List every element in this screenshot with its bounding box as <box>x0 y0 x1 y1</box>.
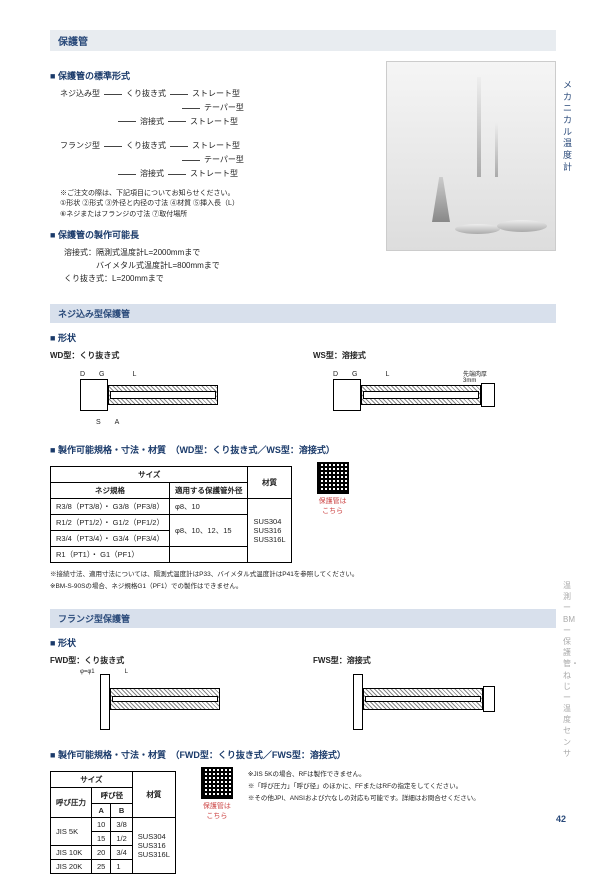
bar-screw-type: ネジ込み型保護管 <box>50 304 556 323</box>
tree-root-screw: ネジ込み型 <box>60 88 100 101</box>
td: 20 <box>92 845 111 859</box>
diagram-label-fws: FWS型：溶接式 <box>313 655 556 666</box>
td: φ8、10、12、15 <box>169 514 248 546</box>
tree-branch-drill: くり抜き式 <box>126 140 166 153</box>
heading-spec-table-2: 製作可能規格・寸法・材質 （FWD型：くり抜き式／FWS型：溶接式） <box>50 748 556 761</box>
list-item: バイメタル式温度計L=800mmまで <box>64 260 376 273</box>
table-note: ※BM-S-90Sの場合、ネジ規格G1（PF1）での製作はできません。 <box>50 582 556 591</box>
td: 10 <box>92 817 111 831</box>
side-tab-label: メカニカル温度計 <box>563 80 574 174</box>
qr-block-1: 保護管は こちら <box>317 462 349 516</box>
qr-block-2: 保護管は こちら <box>201 767 233 821</box>
th-a: A <box>92 803 111 817</box>
tree-leaf-straight: ストレート型 <box>190 116 238 129</box>
th-material: 材質 <box>132 771 175 817</box>
heading-shape-1: 形状 <box>50 331 556 344</box>
heading-max-length: 保護管の製作可能長 <box>50 228 376 241</box>
qr-code-icon <box>317 462 349 494</box>
td: 25 <box>92 859 111 873</box>
td: R1（PT1）・ G1（PF1） <box>51 546 170 562</box>
page-title: 保護管 <box>50 30 556 51</box>
th-thread: ネジ規格 <box>51 482 170 498</box>
td: R3/8（PT3/8）・ G3/8（PF3/8） <box>51 498 170 514</box>
td: JIS 20K <box>51 859 92 873</box>
tree-leaf-straight: ストレート型 <box>192 140 240 153</box>
diagram-label-ws: WS型：溶接式 <box>313 350 556 361</box>
th-od: 適用する保護管外径 <box>169 482 248 498</box>
table-note: ※「呼び圧力」「呼び径」のほかに、FFまたはRFの指定をしてください。 <box>248 782 480 791</box>
table-note: ※接続寸法、適用寸法については、隔測式温度計はP33、バイメタル式温度計はP41… <box>50 570 556 579</box>
td: 3/4 <box>111 845 132 859</box>
td: R1/2（PT1/2）・ G1/2（PF1/2） <box>51 514 170 530</box>
qr-caption: 保護管は こちら <box>317 496 349 516</box>
bar-flange-type: フランジ型保護管 <box>50 609 556 628</box>
tree-branch-weld: 溶接式 <box>140 116 164 129</box>
product-photo <box>386 61 556 251</box>
td: JIS 5K <box>51 817 92 845</box>
type-tree: ネジ込み型 くり抜き式 ストレート型 テーパー型 溶接式 ストレート型 フランジ… <box>60 88 376 181</box>
list-item: 溶接式：隔測式温度計L=2000mmまで <box>64 247 376 260</box>
table-note: ※その他JPI、ANSIおよび穴なしの対応も可能です。詳細はお問合せください。 <box>248 794 480 803</box>
td-material: SUS304 SUS316 SUS316L <box>132 817 175 873</box>
technical-drawing-fwd: φ=φ1 L <box>50 666 293 738</box>
td: 3/8 <box>111 817 132 831</box>
list-item: くり抜き式：L=200mmまで <box>64 273 376 286</box>
td-material: SUS304 SUS316 SUS316L <box>248 498 291 562</box>
tree-leaf-straight: ストレート型 <box>190 168 238 181</box>
heading-spec-table-1: 製作可能規格・寸法・材質 （WD型：くり抜き式／WS型：溶接式） <box>50 443 556 456</box>
tree-leaf-straight: ストレート型 <box>192 88 240 101</box>
th-material: 材質 <box>248 466 291 498</box>
th-size: サイズ <box>51 466 248 482</box>
max-length-list: 溶接式：隔測式温度計L=2000mmまで バイメタル式温度計L=800mmまで … <box>64 247 376 285</box>
technical-drawing-wd: D G L S A <box>50 361 293 433</box>
technical-drawing-fws <box>313 666 556 738</box>
tree-branch-drill: くり抜き式 <box>126 88 166 101</box>
side-tab-categories: 温測 ー BM ー 保護管・ねじ ー 温度センサ <box>563 580 574 759</box>
td: φ8、10 <box>169 498 248 514</box>
th-pressure: 呼び圧力 <box>51 787 92 817</box>
td: JIS 10K <box>51 845 92 859</box>
order-note: ※ご注文の際は、下記項目についてお知らせください。 ①形状 ②形式 ③外径と内径… <box>60 189 376 221</box>
diagram-label-wd: WD型：くり抜き式 <box>50 350 293 361</box>
qr-code-icon <box>201 767 233 799</box>
td: R3/4（PT3/4）・ G3/4（PF3/4） <box>51 530 170 546</box>
table-note: ※JIS 5Kの場合、RFは製作できません。 <box>248 770 480 779</box>
th-size: サイズ <box>51 771 133 787</box>
tree-leaf-taper: テーパー型 <box>204 154 244 167</box>
tree-branch-weld: 溶接式 <box>140 168 164 181</box>
spec-table-flange: サイズ 材質 呼び圧力 呼び径 A B JIS 5K 10 3/8 SUS304… <box>50 771 176 874</box>
spec-table-screw: サイズ 材質 ネジ規格 適用する保護管外径 R3/8（PT3/8）・ G3/8（… <box>50 466 292 563</box>
tree-root-flange: フランジ型 <box>60 140 100 153</box>
tree-leaf-taper: テーパー型 <box>204 102 244 115</box>
diagram-label-fwd: FWD型：くり抜き式 <box>50 655 293 666</box>
qr-caption: 保護管は こちら <box>201 801 233 821</box>
th-nominal: 呼び径 <box>92 787 133 803</box>
td: 1 <box>111 859 132 873</box>
th-b: B <box>111 803 132 817</box>
page-number: 42 <box>556 814 566 824</box>
td: 15 <box>92 831 111 845</box>
heading-standard-type: 保護管の標準形式 <box>50 69 376 82</box>
technical-drawing-ws: D G L 先端肉厚3mm <box>313 361 556 433</box>
td: 1/2 <box>111 831 132 845</box>
heading-shape-2: 形状 <box>50 636 556 649</box>
